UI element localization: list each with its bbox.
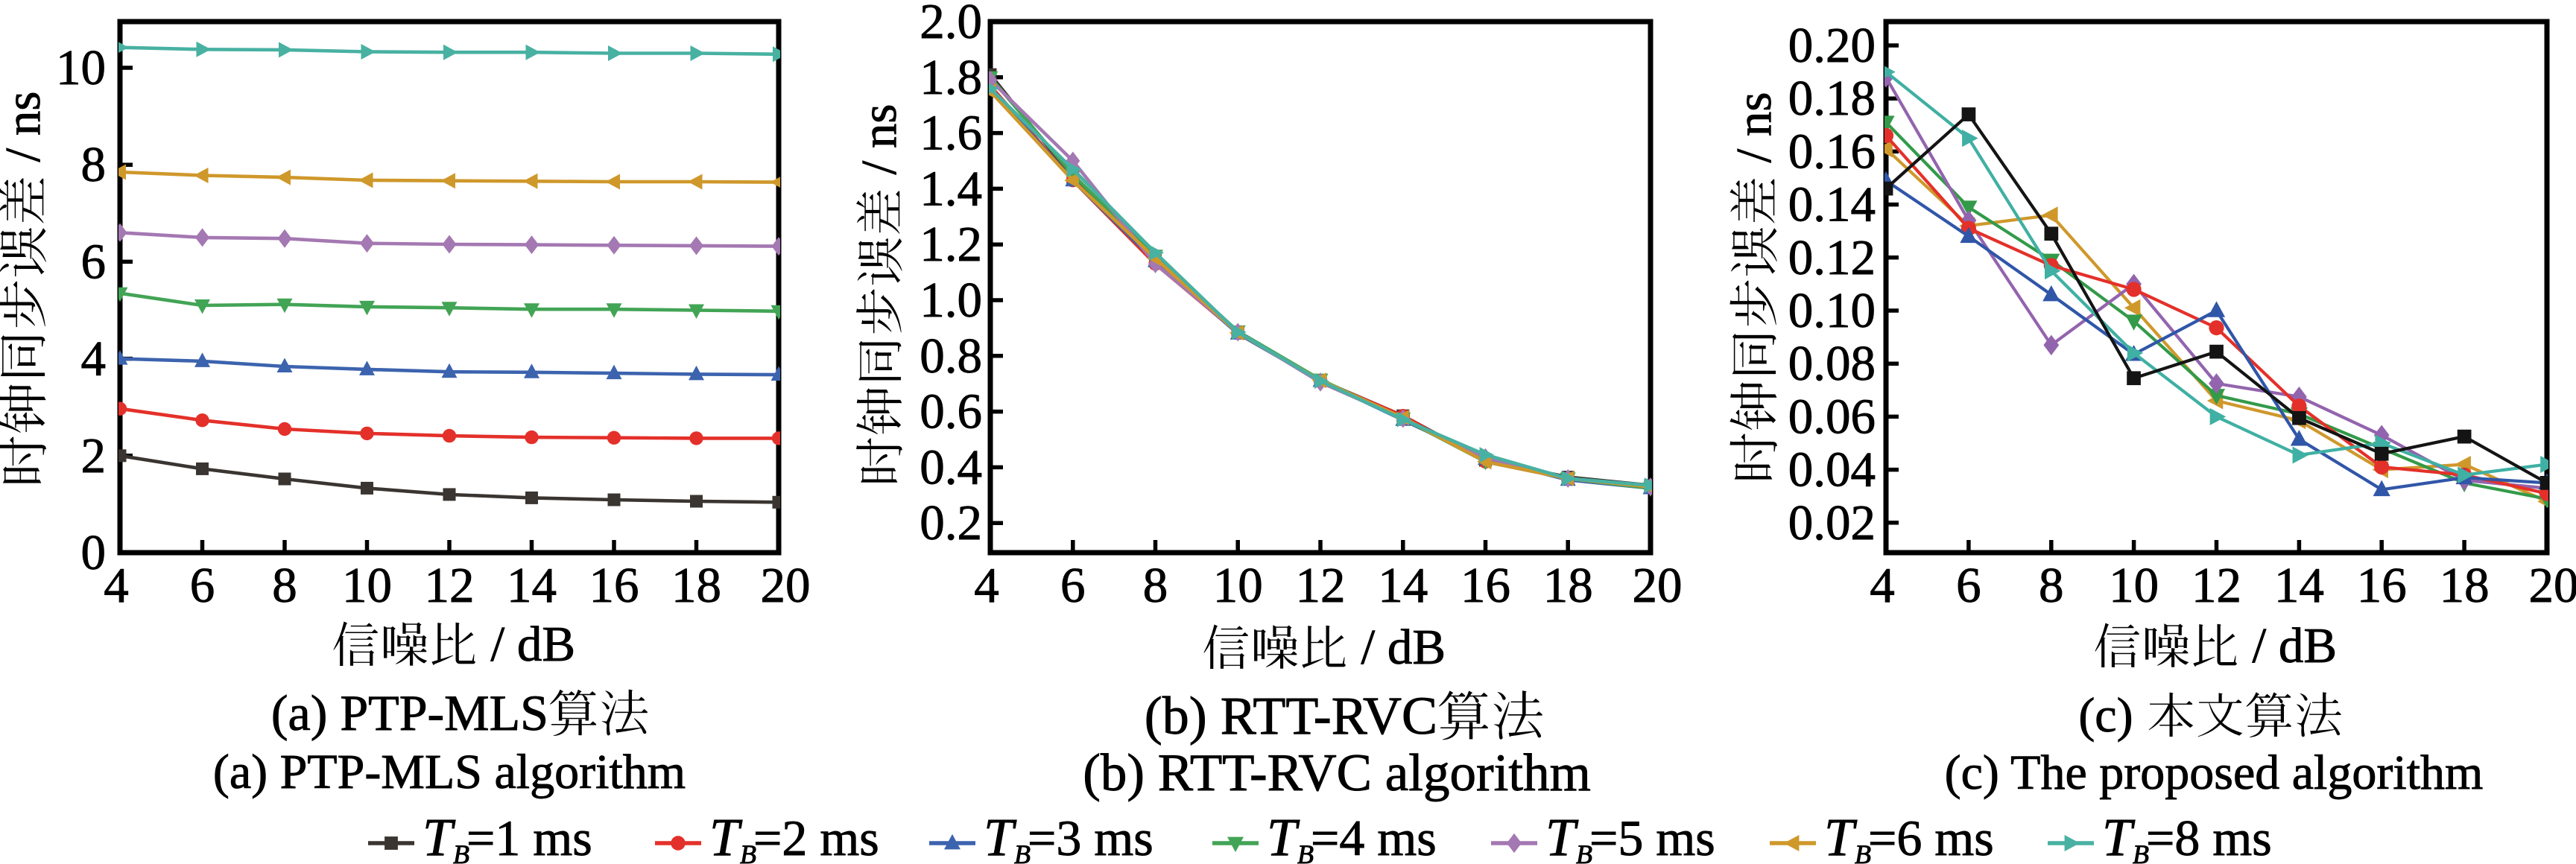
svg-text:14: 14 [507,558,557,613]
svg-text:T: T [984,807,1017,864]
svg-text:6: 6 [190,558,215,613]
svg-text:T: T [1267,807,1300,864]
svg-text:10: 10 [2109,558,2159,613]
svg-text:B: B [1014,839,1031,864]
svg-text:B: B [1855,839,1871,864]
svg-text:0.02: 0.02 [1788,495,1876,550]
svg-text:=1 ms: =1 ms [466,810,592,864]
svg-text:/ ns: / ns [852,104,907,175]
svg-text:8: 8 [272,558,297,613]
svg-text:T: T [2102,807,2136,864]
svg-text:18: 18 [671,558,721,613]
svg-text:18: 18 [2440,558,2490,613]
svg-text:/ ns: / ns [0,92,51,162]
svg-text:=6 ms: =6 ms [1868,810,1994,864]
svg-text:0.2: 0.2 [920,495,982,550]
svg-text:2.0: 2.0 [920,0,982,49]
svg-text:(b) RTT-RVC: (b) RTT-RVC [1145,686,1437,746]
svg-text:T: T [1824,807,1858,864]
svg-text:0.4: 0.4 [920,439,982,495]
svg-text:6: 6 [1060,558,1086,613]
svg-text:2: 2 [81,428,107,483]
svg-text:0.12: 0.12 [1788,230,1876,285]
svg-text:4: 4 [104,558,129,613]
svg-text:0.18: 0.18 [1788,71,1876,126]
svg-text:1.0: 1.0 [920,273,982,328]
svg-text:(a) PTP-MLS algorithm: (a) PTP-MLS algorithm [213,745,686,799]
svg-text:12: 12 [425,558,475,613]
svg-text:=3 ms: =3 ms [1028,810,1153,864]
svg-text:(b) RTT-RVC algorithm: (b) RTT-RVC algorithm [1083,744,1591,802]
svg-text:10: 10 [1213,558,1263,613]
svg-text:B: B [1576,839,1592,864]
svg-text:8: 8 [81,137,107,192]
svg-text:18: 18 [1543,558,1593,613]
svg-text:0.8: 0.8 [920,328,982,384]
svg-text:0: 0 [81,525,107,580]
svg-text:B: B [2133,839,2149,864]
svg-text:T: T [1545,807,1579,864]
svg-text:1.8: 1.8 [920,50,982,105]
svg-text:8: 8 [1143,558,1168,613]
svg-text:4: 4 [81,331,107,387]
svg-text:0.20: 0.20 [1788,18,1876,73]
svg-text:14: 14 [1378,558,1428,613]
svg-text:=5 ms: =5 ms [1589,810,1715,864]
svg-text:4: 4 [974,558,999,613]
svg-text:0.6: 0.6 [920,384,982,439]
svg-text:1.4: 1.4 [920,161,982,216]
svg-text:0.04: 0.04 [1788,442,1876,498]
svg-text:/ ns: / ns [1727,92,1782,163]
svg-text:/ dB: / dB [1361,620,1446,675]
svg-text:4: 4 [1870,558,1895,613]
svg-text:1.2: 1.2 [920,217,982,272]
svg-text:(a) PTP-MLS: (a) PTP-MLS [271,684,548,741]
svg-text:(c): (c) [2078,688,2133,743]
svg-text:1.6: 1.6 [920,106,982,161]
svg-text:0.16: 0.16 [1788,124,1876,179]
svg-text:/ dB: / dB [2253,618,2338,673]
svg-text:16: 16 [2357,558,2407,613]
svg-text:8: 8 [2039,558,2064,613]
svg-text:=8 ms: =8 ms [2146,810,2272,864]
svg-text:0.10: 0.10 [1788,283,1876,338]
svg-text:0.08: 0.08 [1788,336,1876,391]
svg-text:B: B [1297,839,1314,864]
svg-text:=2 ms: =2 ms [753,810,879,864]
svg-text:T: T [709,807,743,864]
svg-text:20: 20 [761,558,811,613]
svg-text:(c) The proposed algorithm: (c) The proposed algorithm [1945,746,2484,800]
svg-text:16: 16 [1461,558,1510,613]
svg-text:=4 ms: =4 ms [1311,810,1437,864]
svg-text:B: B [740,839,756,864]
svg-text:12: 12 [2192,558,2241,613]
svg-text:/ dB: / dB [491,617,576,672]
svg-text:10: 10 [342,558,392,613]
svg-text:0.14: 0.14 [1788,177,1876,232]
svg-text:14: 14 [2274,558,2324,613]
svg-text:T: T [423,807,456,864]
svg-text:16: 16 [589,558,639,613]
svg-text:20: 20 [2529,558,2576,613]
svg-text:6: 6 [1956,558,1981,613]
svg-text:6: 6 [81,234,107,289]
svg-text:0.06: 0.06 [1788,389,1876,444]
svg-text:10: 10 [56,40,106,95]
svg-text:20: 20 [1633,558,1683,613]
svg-text:12: 12 [1296,558,1346,613]
svg-text:B: B [453,839,469,864]
